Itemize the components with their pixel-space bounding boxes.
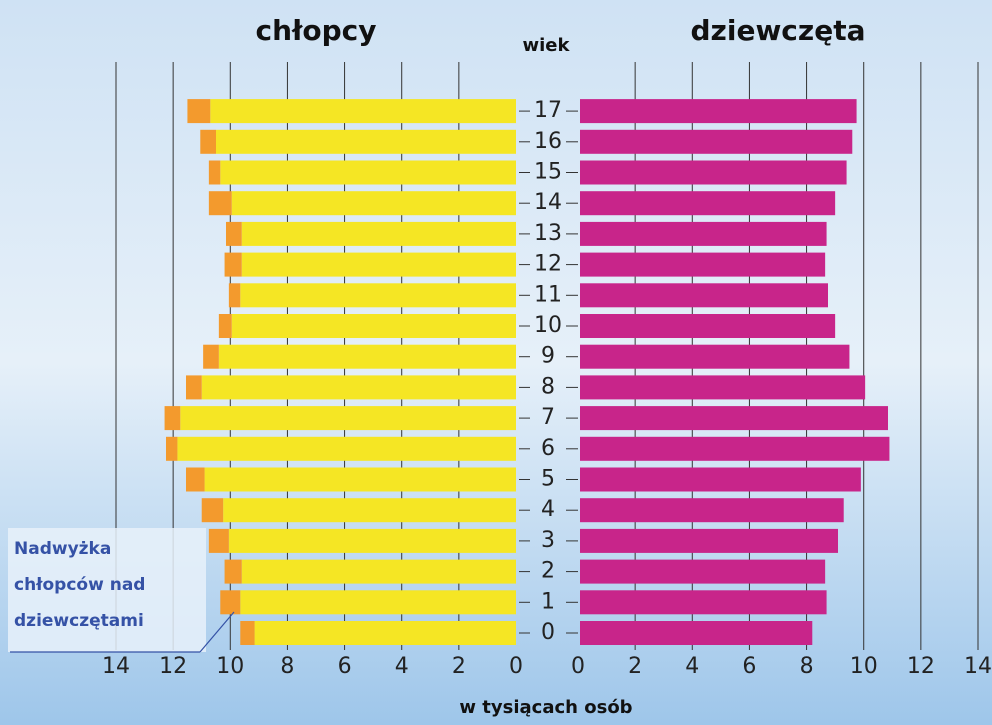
category-label: 2	[541, 559, 555, 584]
bar	[229, 283, 240, 307]
chart: chłopcy dziewczęta wiek w tysiącach osób…	[0, 0, 992, 725]
bar	[580, 99, 857, 123]
bar	[580, 222, 827, 246]
bar	[580, 498, 844, 522]
bar	[242, 253, 516, 277]
bar	[580, 253, 825, 277]
x-tick-label: 4	[395, 654, 409, 679]
bar	[580, 590, 827, 614]
left-title: chłopcy	[255, 14, 376, 47]
bar	[580, 560, 825, 584]
bar	[209, 191, 232, 215]
category-label: wiek	[523, 35, 571, 56]
annotation: Nadwyżka	[14, 539, 111, 559]
category-label: 11	[534, 282, 562, 307]
x-tick-label: 10	[216, 654, 244, 679]
bar	[580, 345, 849, 369]
bar	[580, 529, 838, 553]
bar	[580, 375, 865, 399]
bar	[177, 437, 516, 461]
bar	[216, 130, 516, 154]
bar	[225, 253, 242, 277]
bar	[180, 406, 516, 430]
bar	[186, 468, 205, 492]
bar	[232, 314, 516, 338]
bar	[580, 406, 888, 430]
annotation: chłopców nad	[14, 575, 145, 595]
category-label: 7	[541, 405, 555, 430]
x-tick-label: 8	[280, 654, 294, 679]
category-label: 4	[541, 497, 555, 522]
x-tick-label: 12	[907, 654, 935, 679]
x-tick-label: 2	[452, 654, 466, 679]
category-label: 6	[541, 436, 555, 461]
bar	[580, 314, 835, 338]
x-tick-label: 2	[628, 654, 642, 679]
category-label: 9	[541, 344, 555, 369]
x-tick-label: 0	[509, 654, 523, 679]
x-tick-label: 10	[850, 654, 878, 679]
annotation: dziewczętami	[14, 611, 144, 631]
x-tick-label: 14	[102, 654, 130, 679]
bar	[209, 529, 229, 553]
bar	[580, 468, 861, 492]
bar	[166, 437, 177, 461]
bar	[242, 222, 516, 246]
x-tick-label: 4	[685, 654, 699, 679]
category-label: 15	[534, 160, 562, 185]
x-tick-label: 0	[571, 654, 585, 679]
x-label: w tysiącach osób	[459, 697, 632, 718]
x-tick-label: 8	[800, 654, 814, 679]
bar	[240, 590, 516, 614]
category-label: 10	[534, 313, 562, 338]
bar	[219, 345, 516, 369]
right-title: dziewczęta	[691, 14, 866, 47]
bar	[223, 498, 516, 522]
bar	[580, 283, 828, 307]
bar	[205, 468, 516, 492]
bar	[255, 621, 516, 645]
x-tick-label: 12	[159, 654, 187, 679]
category-label: 8	[541, 374, 555, 399]
bar	[220, 590, 240, 614]
bar	[580, 130, 852, 154]
bar	[580, 191, 835, 215]
bar	[242, 560, 516, 584]
bar	[226, 222, 242, 246]
category-label: 14	[534, 190, 562, 215]
category-label: 16	[534, 129, 562, 154]
bar	[580, 621, 812, 645]
bar	[229, 529, 516, 553]
category-label: 5	[541, 467, 555, 492]
category-label: 13	[534, 221, 562, 246]
category-label: 3	[541, 528, 555, 553]
bar	[225, 560, 242, 584]
bar	[187, 99, 210, 123]
bar	[202, 498, 223, 522]
category-label: 1	[541, 589, 555, 614]
bar	[232, 191, 516, 215]
bar	[200, 130, 216, 154]
bar	[202, 375, 516, 399]
bar	[220, 161, 516, 185]
bar	[580, 161, 847, 185]
bar	[580, 437, 889, 461]
bar	[240, 621, 254, 645]
x-tick-label: 6	[338, 654, 352, 679]
bar	[210, 99, 516, 123]
bar	[209, 161, 220, 185]
category-label: 17	[534, 98, 562, 123]
x-tick-label: 14	[964, 654, 992, 679]
category-label: 12	[534, 252, 562, 277]
x-tick-label: 6	[742, 654, 756, 679]
category-label: 0	[541, 620, 555, 645]
bar	[240, 283, 516, 307]
bar	[165, 406, 181, 430]
bar	[203, 345, 219, 369]
bar	[219, 314, 232, 338]
bar	[186, 375, 202, 399]
